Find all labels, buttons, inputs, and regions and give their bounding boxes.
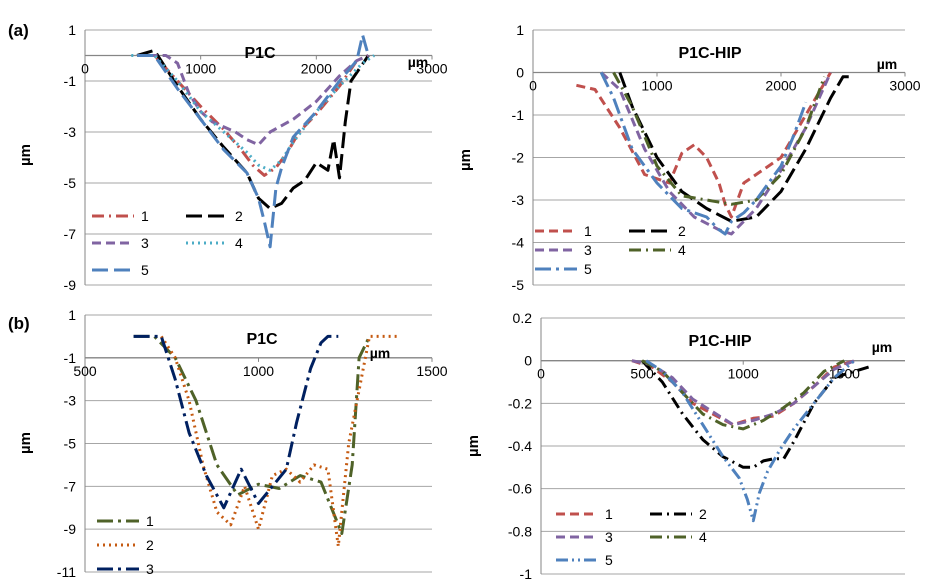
x-tick-label: 2000 — [765, 78, 796, 94]
chart-b-p1c: 1 -1 -3 -5 -7 -9 -11 500 1000 1500 P1C µm µm 1 2 3 — [17, 307, 448, 580]
x-axis-label: µm — [408, 54, 429, 70]
x-tick-label: 500 — [630, 366, 654, 382]
y-tick-label: -3 — [64, 393, 77, 409]
series-line-3 — [133, 334, 339, 510]
y-tick-label: -0.8 — [508, 523, 532, 539]
legend-label-1: 1 — [146, 513, 154, 529]
legend-label-5: 5 — [584, 261, 592, 277]
legend-label-4: 4 — [235, 235, 243, 251]
x-axis-label: µm — [877, 56, 898, 72]
y-tick-label: -0.4 — [508, 438, 532, 454]
y-tick-label: -7 — [64, 226, 77, 242]
legend: 1 2 3 4 5 — [92, 208, 243, 278]
x-tick-label: 1000 — [185, 61, 216, 77]
y-tick-label: -11 — [57, 564, 76, 580]
chart-b-p1c-hip: 0.20-0.2-0.4-0.6-0.8-10 500 1000 1500P1C-HI… — [465, 310, 905, 581]
y-axis-label: µm — [465, 435, 482, 457]
y-tick-label: -1 — [64, 350, 77, 366]
series-line-2 — [160, 334, 398, 548]
legend: 1 2 3 4 5 — [556, 506, 707, 568]
chart-a-p1c: 1 -1 -3 -5 -7 -9 0 1000 2000 3000 P1C µm µm 1 2 3 4 5 — [17, 22, 448, 293]
y-axis-label: µm — [17, 144, 34, 166]
series-line-1 — [140, 54, 370, 177]
chart-title: P1C-HIP — [678, 45, 741, 62]
x-tick-label: 1000 — [641, 78, 672, 94]
x-axis-label: µm — [370, 345, 391, 361]
y-tick-label: -3 — [64, 124, 77, 140]
legend-label-1: 1 — [605, 506, 613, 522]
legend-label-1: 1 — [141, 208, 149, 224]
series-line-1 — [576, 71, 832, 219]
chart-title: P1C — [246, 331, 278, 348]
y-tick-label: -5 — [64, 436, 77, 452]
y-axis-label: µm — [457, 149, 474, 171]
legend-label-4: 4 — [678, 242, 686, 258]
panel-label-b: (b) — [8, 314, 30, 333]
y-tick-label: -0.2 — [508, 395, 532, 411]
series-line-2 — [618, 71, 850, 223]
legend-label-3: 3 — [146, 561, 154, 577]
legend-label-3: 3 — [584, 242, 592, 258]
x-tick-label: 0 — [529, 78, 537, 94]
y-tick-label: 1 — [68, 22, 76, 38]
y-tick-label: -1 — [520, 566, 533, 581]
legend: 1 2 3 4 5 — [535, 223, 686, 277]
legend-label-5: 5 — [605, 552, 613, 568]
series-line-3 — [148, 54, 370, 147]
series-line-5 — [137, 33, 370, 249]
y-tick-label: -3 — [512, 192, 525, 208]
y-tick-label: -1 — [64, 73, 77, 89]
y-tick-label: -9 — [64, 277, 77, 293]
series-line-5 — [599, 71, 808, 236]
y-tick-label: -2 — [512, 150, 525, 166]
series-line-4 — [612, 71, 826, 206]
x-tick-label: 0 — [537, 366, 545, 382]
legend-label-2: 2 — [146, 537, 154, 553]
x-tick-label: 1000 — [728, 366, 759, 382]
legend-label-3: 3 — [141, 235, 149, 251]
x-tick-label: 3000 — [889, 78, 920, 94]
x-tick-label: 1000 — [243, 363, 274, 379]
legend-label-3: 3 — [605, 529, 613, 545]
series-line-1 — [133, 334, 371, 535]
y-axis-label: µm — [17, 432, 34, 454]
y-tick-label: -5 — [512, 277, 525, 293]
y-tick-label: 1 — [516, 22, 524, 38]
y-tick-label: 0 — [524, 353, 532, 369]
y-tick-label: -5 — [64, 175, 77, 191]
y-tick-label: -4 — [512, 235, 525, 251]
panel-label-a: (a) — [8, 21, 29, 40]
y-tick-label: -1 — [512, 107, 525, 123]
chart-title: P1C — [244, 45, 276, 62]
legend-label-1: 1 — [584, 223, 592, 239]
y-tick-label: -7 — [64, 478, 77, 494]
legend-label-4: 4 — [699, 529, 707, 545]
y-tick-label: 1 — [68, 307, 76, 323]
series-line-5 — [645, 359, 856, 523]
x-axis-label: µm — [872, 339, 893, 355]
series-line-2 — [641, 359, 870, 469]
legend-label-5: 5 — [141, 262, 149, 278]
legend: 1 2 3 — [97, 513, 154, 577]
legend-label-2: 2 — [678, 223, 686, 239]
x-tick-label: 1500 — [416, 363, 447, 379]
legend-label-2: 2 — [235, 208, 243, 224]
x-tick-label: 500 — [73, 363, 97, 379]
chart-title: P1C-HIP — [688, 333, 751, 350]
x-tick-label: 3000 — [416, 61, 447, 77]
y-tick-label: -0.6 — [508, 481, 532, 497]
y-tick-label: 0.2 — [513, 310, 533, 326]
series-line-4 — [131, 54, 376, 172]
x-tick-label: 0 — [81, 61, 89, 77]
y-tick-label: 0 — [516, 65, 524, 81]
series-line-3 — [631, 359, 855, 427]
x-tick-label: 2000 — [301, 61, 332, 77]
y-tick-label: -9 — [64, 521, 77, 537]
legend-label-2: 2 — [699, 506, 707, 522]
